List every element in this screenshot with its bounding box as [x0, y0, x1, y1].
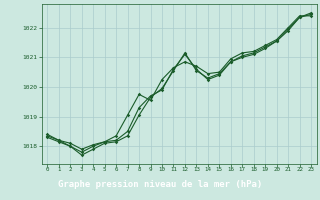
Text: Graphe pression niveau de la mer (hPa): Graphe pression niveau de la mer (hPa) — [58, 180, 262, 189]
